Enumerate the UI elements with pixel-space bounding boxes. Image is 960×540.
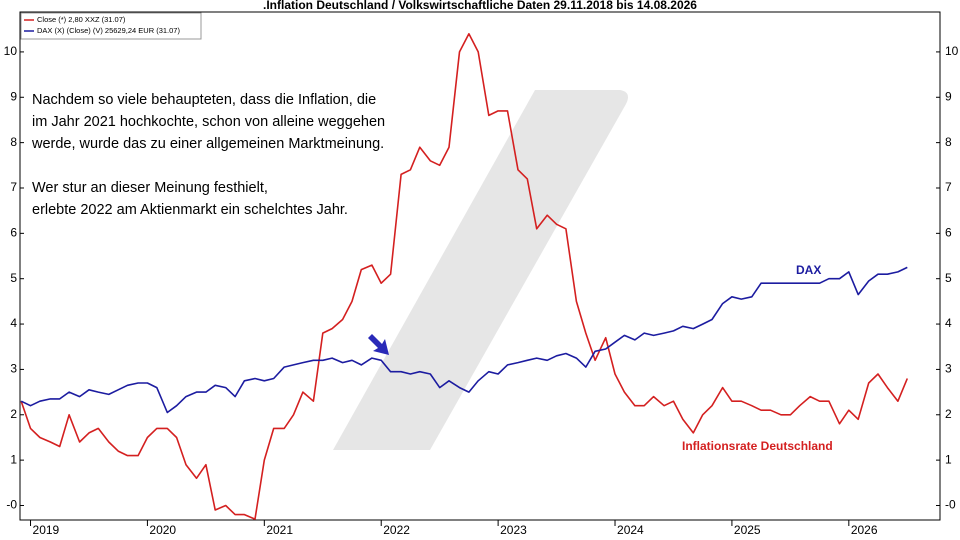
annotation: Nachdem so viele behaupteten, dass die I… [32,92,376,108]
x-tick-label: 2019 [33,523,60,537]
annotation: im Jahr 2021 hochkochte, schon von allei… [32,114,385,130]
y2-tick-label: 6 [945,226,952,240]
y2-tick-label: 3 [945,362,952,376]
legend-label: DAX (X) (Close) (V) 25629,24 EUR (31.07) [37,26,180,35]
y-tick-label: 8 [10,135,17,149]
series-label: DAX [796,263,821,277]
y-tick-label: 7 [10,180,17,194]
y2-tick-label: 10 [945,44,959,58]
y-tick-label: 9 [10,89,17,103]
y-tick-label: 10 [4,44,18,58]
x-tick-label: 2020 [149,523,176,537]
x-tick-label: 2022 [383,523,410,537]
y2-tick-label: 8 [945,135,952,149]
y-tick-label: 4 [10,316,17,330]
y-tick-label: 3 [10,362,17,376]
y2-tick-label: 9 [945,89,952,103]
y-tick-label: -0 [6,498,17,512]
x-tick-label: 2023 [500,523,527,537]
annotation: werde, wurde das zu einer allgemeinen Ma… [31,136,384,152]
y-tick-label: 1 [10,452,17,466]
x-tick-label: 2024 [617,523,644,537]
y2-tick-label: -0 [945,498,956,512]
y-tick-label: 2 [10,407,17,421]
annotation: Wer stur an dieser Meinung festhielt, [32,180,268,196]
y2-tick-label: 5 [945,271,952,285]
plot-frame [19,11,941,521]
y2-tick-label: 1 [945,452,952,466]
x-tick-label: 2026 [851,523,878,537]
series-line [20,266,908,414]
x-tick-label: 2021 [266,523,293,537]
y-tick-label: 6 [10,226,17,240]
legend-label: Close (*) 2,80 XXZ (31.07) [37,15,126,24]
chart-title: .Inflation Deutschland / Volkswirtschaft… [263,0,697,12]
y2-tick-label: 7 [945,180,952,194]
y2-tick-label: 4 [945,316,952,330]
arrow [368,334,389,355]
y-tick-label: 5 [10,271,17,285]
y2-tick-label: 2 [945,407,952,421]
legend-box [20,12,202,40]
series-line [20,33,909,520]
x-tick-label: 2025 [734,523,761,537]
series-label: Inflationsrate Deutschland [682,439,833,453]
watermark [333,90,628,450]
annotation: erlebte 2022 am Aktienmarkt ein schelcht… [32,202,348,218]
